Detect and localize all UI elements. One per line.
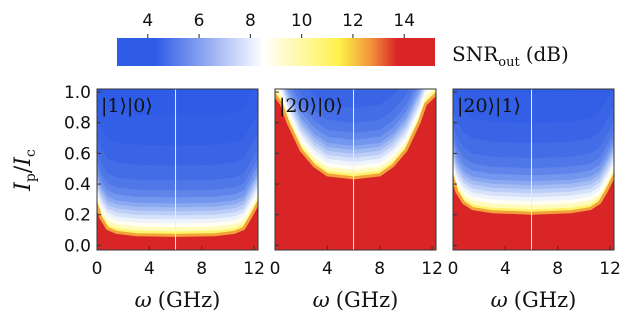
x-tick-label: 4: [322, 259, 333, 279]
x-tick-label: 8: [552, 259, 563, 279]
x-tick-label: 4: [144, 259, 155, 279]
x-tick-label: 8: [374, 259, 385, 279]
colorbar-tick-label: 4: [142, 11, 153, 31]
x-tick-label: 12: [599, 259, 621, 279]
colorbar-tick-label: 8: [245, 11, 256, 31]
y-tick-label: 0.8: [64, 114, 91, 134]
x-axis-label: ω (GHz): [491, 288, 577, 312]
heatmap-panel-1: |1⟩|0⟩ 0 4 8 12 ω (GHz) 0.0 0.2 0.4 0.6 0.8 1.0: [64, 83, 265, 312]
colorbar: 4 6 8 10 12 14 SNRout (dB): [117, 11, 569, 70]
heatmap-panel-3: |20⟩|1⟩ 0 4 8 12 ω (GHz): [448, 88, 621, 312]
panel-frame: [274, 88, 437, 251]
x-tick-label: 4: [500, 259, 511, 279]
y-axis-label: Ip/Ic: [11, 149, 39, 192]
y-tick-label: 0.4: [64, 175, 91, 195]
y-tick-label: 0.2: [64, 206, 91, 226]
state-label: |20⟩|1⟩: [457, 95, 521, 117]
y-tick-label: 0.6: [64, 144, 91, 164]
state-label: |20⟩|0⟩: [279, 95, 343, 117]
x-axis-label: ω (GHz): [313, 288, 399, 312]
x-tick-label: 12: [243, 259, 265, 279]
colorbar-tick-label: 6: [194, 11, 205, 31]
colorbar-gradient: [117, 38, 435, 66]
colorbar-tick-label: 14: [393, 11, 415, 31]
x-tick-label: 0: [92, 259, 103, 279]
panel-frame: [452, 88, 615, 251]
colorbar-tick-label: 10: [291, 11, 313, 31]
y-tick-label: 1.0: [64, 83, 91, 103]
panel-frame: [96, 88, 259, 251]
x-tick-label: 0: [448, 259, 459, 279]
y-tick-label: 0.0: [64, 236, 91, 256]
colorbar-tick-label: 12: [342, 11, 364, 31]
x-tick-label: 0: [270, 259, 281, 279]
snr-contour-band: [453, 89, 613, 124]
colorbar-label: SNRout (dB): [452, 42, 569, 70]
heatmap-panel-2: |20⟩|0⟩ 0 4 8 12 ω (GHz): [270, 88, 443, 312]
x-tick-label: 12: [421, 259, 443, 279]
x-tick-label: 8: [196, 259, 207, 279]
snr-contour-band: [98, 89, 255, 116]
heatmap-panels: |1⟩|0⟩ 0 4 8 12 ω (GHz) 0.0 0.2 0.4 0.6 0.8 1.0 |20⟩|…: [64, 83, 621, 312]
y-axis-label-text: Ip/Ic: [11, 149, 39, 192]
x-axis-label: ω (GHz): [135, 288, 221, 312]
state-label: |1⟩|0⟩: [101, 95, 153, 117]
